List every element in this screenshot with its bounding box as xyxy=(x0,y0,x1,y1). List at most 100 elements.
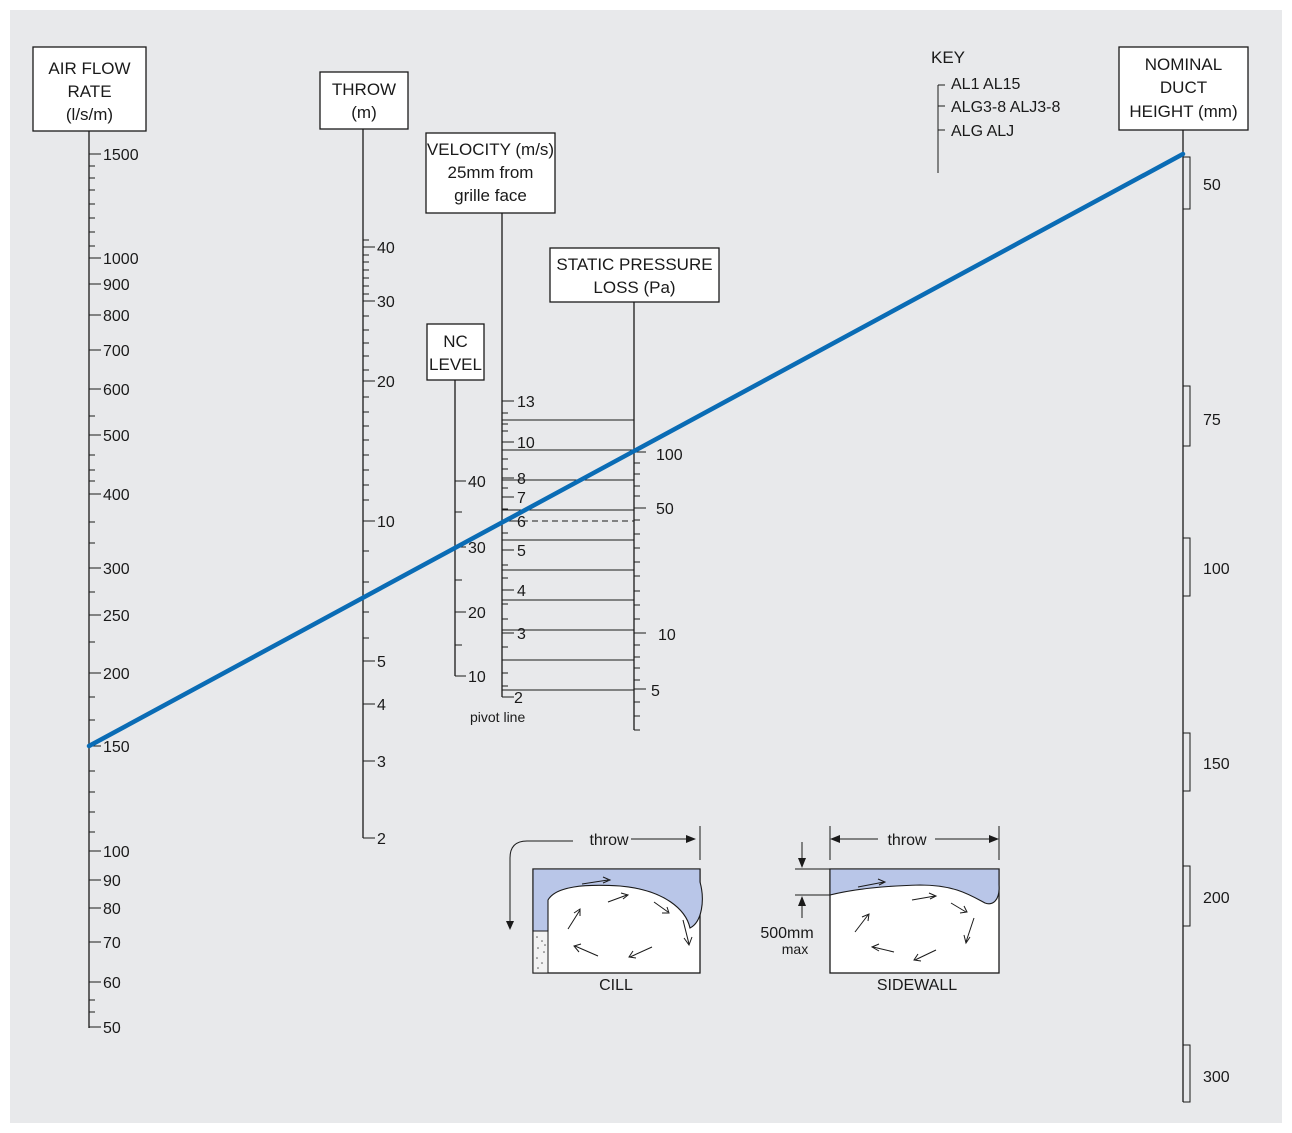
airflow-axis: AIR FLOW RATE (l/s/m) 1500 1000 900 800 … xyxy=(32,46,147,1037)
airflow-header-line: RATE xyxy=(67,82,111,101)
airflow-tick-label: 900 xyxy=(103,277,130,294)
airflow-header-line: AIR FLOW xyxy=(48,59,130,78)
cill-throw-label: throw xyxy=(589,832,629,849)
airflow-tick-label: 400 xyxy=(103,487,130,504)
sidewall-max-label: max xyxy=(782,941,808,957)
pressure-axis: STATIC PRESSURE LOSS (Pa) 100 50 10 5 xyxy=(549,247,720,731)
velocity-header-line: 25mm from xyxy=(448,163,534,182)
duct-range-bracket xyxy=(1183,1044,1191,1103)
velocity-tick-label: 3 xyxy=(517,626,526,643)
duct-range-bracket xyxy=(1183,385,1191,447)
velocity-header-box xyxy=(425,132,556,214)
throw-tick-label: 4 xyxy=(377,697,386,714)
nc-tick-label: 20 xyxy=(468,605,486,622)
airflow-tick-label: 100 xyxy=(103,844,130,861)
airflow-tick-label: 500 xyxy=(103,428,130,445)
velocity-tick-label: 5 xyxy=(517,543,526,560)
pressure-header-line: STATIC PRESSURE xyxy=(556,255,712,274)
duct-tick-label: 100 xyxy=(1203,561,1230,578)
pressure-tick-label: 100 xyxy=(656,447,683,464)
velocity-pressure-connectors xyxy=(502,419,634,691)
nc-tick-label: 30 xyxy=(468,540,486,557)
duct-header-line: NOMINAL xyxy=(1145,55,1222,74)
airflow-tick-label: 600 xyxy=(103,382,130,399)
sidewall-diagram: throw 500mm max SIDEWALL xyxy=(760,826,1000,994)
airflow-tick-label: 250 xyxy=(103,608,130,625)
throw-tick-label: 3 xyxy=(377,754,386,771)
airflow-tick-label: 70 xyxy=(103,935,121,952)
airflow-tick-label: 50 xyxy=(103,1020,121,1037)
velocity-tick-label: 6 xyxy=(517,514,526,531)
duct-tick-label: 300 xyxy=(1203,1069,1230,1086)
airflow-tick-label: 90 xyxy=(103,873,121,890)
airflow-tick-label: 300 xyxy=(103,561,130,578)
duct-tick-label: 200 xyxy=(1203,890,1230,907)
throw-header-line: THROW xyxy=(332,80,396,99)
pressure-tick-label: 50 xyxy=(656,501,674,518)
airflow-tick-label: 80 xyxy=(103,901,121,918)
duct-range-bracket xyxy=(1183,537,1191,597)
airflow-tick-label: 150 xyxy=(103,739,130,756)
throw-axis: THROW (m) 40 30 20 10 5 4 3 2 xyxy=(319,71,409,848)
cill-air-jet xyxy=(532,868,703,932)
velocity-header-line: VELOCITY (m/s) xyxy=(427,140,554,159)
key: KEY AL1 AL15 ALG3-8 ALJ3-8 ALG ALJ xyxy=(931,48,1061,173)
nc-axis: NC LEVEL 40 30 20 10 xyxy=(426,323,486,686)
pressure-tick-label: 5 xyxy=(651,683,660,700)
cill-diagram: throw CILL xyxy=(506,826,703,994)
sidewall-max-label: 500mm xyxy=(760,925,813,942)
throw-tick-label: 30 xyxy=(377,294,395,311)
nc-header-line: NC xyxy=(443,332,468,351)
throw-header-line: (m) xyxy=(351,103,376,122)
throw-tick-label: 2 xyxy=(377,831,386,848)
sidewall-throw-label: throw xyxy=(887,832,927,849)
velocity-tick-label: 13 xyxy=(517,394,535,411)
throw-tick-label: 10 xyxy=(377,514,395,531)
throw-tick-label: 5 xyxy=(377,654,386,671)
duct-header-box xyxy=(1118,46,1249,131)
duct-range-bracket xyxy=(1183,732,1191,792)
airflow-header-box xyxy=(32,46,147,132)
duct-range-bracket xyxy=(1183,865,1191,927)
nc-header-box xyxy=(426,323,485,381)
airflow-tick-label: 1000 xyxy=(103,251,139,268)
airflow-tick-label: 800 xyxy=(103,308,130,325)
airflow-tick-label: 1500 xyxy=(103,147,139,164)
nc-tick-label: 40 xyxy=(468,474,486,491)
airflow-header-line: (l/s/m) xyxy=(66,105,113,124)
key-row: ALG3-8 ALJ3-8 xyxy=(951,99,1061,116)
velocity-tick-label: 10 xyxy=(517,435,535,452)
duct-tick-label: 50 xyxy=(1203,177,1221,194)
airflow-tick-label: 700 xyxy=(103,343,130,360)
pressure-minor-ticks xyxy=(634,462,640,731)
nc-tick-label: 10 xyxy=(468,669,486,686)
velocity-header-line: grille face xyxy=(454,186,527,205)
velocity-tick-label: 2 xyxy=(514,690,523,707)
key-title: KEY xyxy=(931,48,965,67)
throw-header-box xyxy=(319,71,409,130)
pressure-tick-label: 10 xyxy=(658,627,676,644)
pivot-line-label: pivot line xyxy=(470,709,525,725)
duct-axis: NOMINAL DUCT HEIGHT (mm) 50 75 100 150 2… xyxy=(1118,46,1249,1103)
velocity-minor-ticks xyxy=(502,412,508,687)
duct-header-line: HEIGHT (mm) xyxy=(1129,102,1237,121)
airflow-minor-ticks xyxy=(89,165,95,1013)
velocity-axis: VELOCITY (m/s) 25mm from grille face 13 … xyxy=(425,132,556,725)
example-solution-line xyxy=(86,151,1186,749)
sidewall-air-jet xyxy=(829,868,1000,905)
velocity-tick-label: 7 xyxy=(517,490,526,507)
throw-tick-label: 20 xyxy=(377,374,395,391)
throw-tick-label: 40 xyxy=(377,240,395,257)
duct-header-line: DUCT xyxy=(1160,78,1207,97)
sidewall-caption: SIDEWALL xyxy=(877,977,957,994)
throw-minor-ticks xyxy=(363,239,369,639)
duct-range-bracket xyxy=(1183,156,1191,210)
cill-grille-unit xyxy=(532,930,549,974)
cill-throw-line xyxy=(509,840,573,928)
key-row: ALG ALJ xyxy=(951,123,1014,140)
duct-tick-label: 75 xyxy=(1203,412,1221,429)
key-row: AL1 AL15 xyxy=(951,76,1021,93)
nc-header-line: LEVEL xyxy=(429,355,482,374)
duct-tick-label: 150 xyxy=(1203,756,1230,773)
